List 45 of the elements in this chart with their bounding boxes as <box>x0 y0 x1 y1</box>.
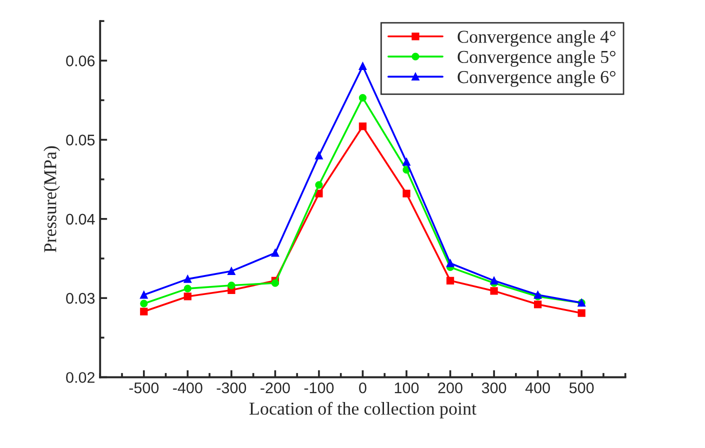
point <box>140 308 148 316</box>
x-tick-label: -200 <box>260 382 290 394</box>
legend-label: Convergence angle 5° <box>458 50 616 67</box>
x-tick-label: 500 <box>569 382 594 394</box>
x-tick-label: 200 <box>438 382 462 394</box>
point <box>228 282 236 290</box>
x-tick-label: 400 <box>525 382 550 394</box>
y-axis-title: Pressure(MPa) <box>44 146 60 252</box>
y-tick-label: 0.04 <box>66 214 95 225</box>
point <box>358 122 367 130</box>
point <box>358 62 367 70</box>
legend-label: Convergence angle 6° <box>458 70 616 87</box>
y-tick-label: 0.05 <box>66 134 95 146</box>
legend-label: Convergence angle 4° <box>458 30 616 47</box>
point <box>490 287 498 295</box>
x-tick-label: -100 <box>304 382 334 394</box>
point <box>402 158 410 166</box>
point <box>184 284 192 292</box>
x-tick-label: 0 <box>359 382 366 394</box>
point <box>578 309 586 317</box>
point <box>140 300 148 308</box>
x-tick-label: -300 <box>216 382 246 394</box>
point <box>402 190 410 198</box>
point <box>315 152 323 160</box>
point <box>184 292 192 300</box>
x-tick-label: 300 <box>482 382 506 394</box>
x-tick-label: 100 <box>394 382 419 394</box>
point <box>228 267 236 275</box>
point <box>271 279 280 287</box>
point <box>184 275 192 283</box>
point <box>315 190 323 198</box>
point <box>534 300 542 308</box>
x-tick-label: -500 <box>129 382 159 394</box>
y-tick-label: 0.02 <box>66 372 94 383</box>
x-axis-title: Location of the collection point <box>249 402 476 418</box>
point <box>446 276 454 284</box>
y-tick-label: 0.06 <box>66 55 95 66</box>
point <box>446 259 454 268</box>
point <box>271 249 280 257</box>
point <box>315 181 323 189</box>
x-tick-label: -400 <box>173 382 202 394</box>
y-tick-label: 0.03 <box>66 292 95 304</box>
point <box>490 276 498 284</box>
point <box>140 291 148 299</box>
point <box>358 94 367 102</box>
